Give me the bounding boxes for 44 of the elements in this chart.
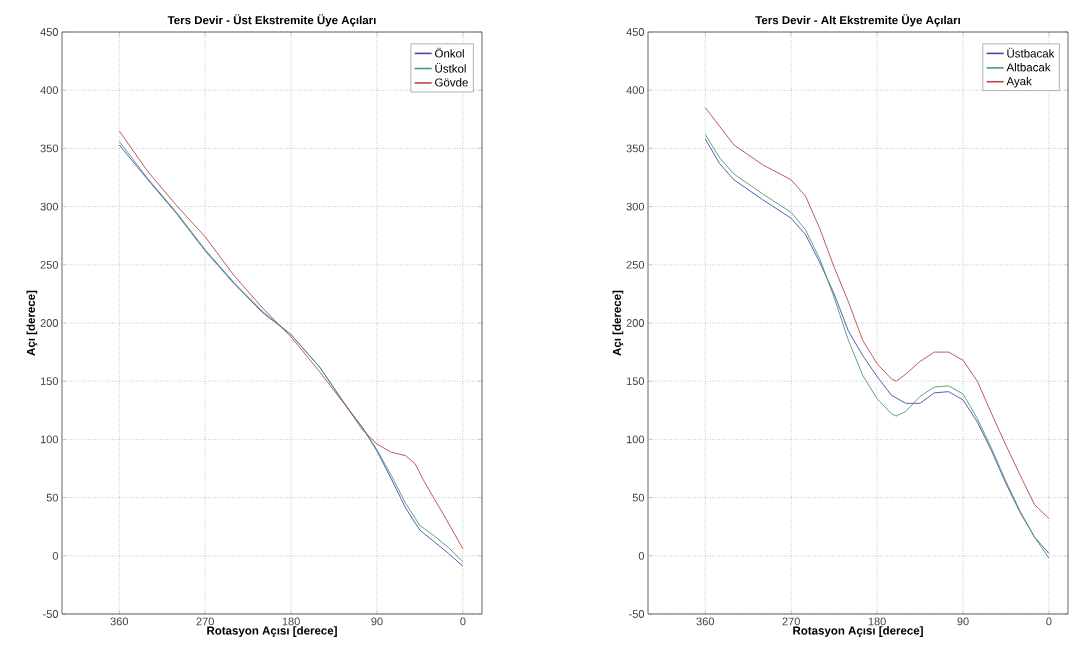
legend-label: Altbacak [1006,62,1051,72]
y-tick-label: 200 [40,319,59,327]
legend-label: Gövde [435,78,468,87]
y-tick-label: 0 [638,551,645,560]
y-tick-label: 400 [40,86,59,95]
y-axis-title: Açı [derece] [26,290,38,356]
x-tick-label: 0 [460,617,466,626]
x-tick-label: 360 [696,617,715,626]
y-tick-label: 200 [626,319,645,327]
legend-label: Üstkol [435,62,466,73]
x-tick-label: 180 [282,617,300,626]
y-tick-label: 400 [626,86,645,95]
x-tick-label: 270 [782,617,800,626]
y-tick-label: 50 [632,493,645,502]
x-axis-title: Rotasyon Açısı [derece] [207,626,337,637]
y-tick-label: 300 [626,202,645,211]
chart-title: Ters Devir - Alt Ekstremite Üye Açıları [755,14,960,27]
legend-label: Üstbacak [1007,47,1055,58]
y-tick-label: 350 [40,144,59,153]
legend-label: Ayak [1006,76,1032,88]
x-tick-label: 90 [957,617,969,626]
x-tick-label: 180 [868,617,886,626]
y-tick-label: 250 [626,260,645,269]
y-tick-label: -50 [629,610,645,618]
y-tick-label: 100 [40,435,59,444]
x-tick-label: 270 [196,617,214,626]
x-tick-label: 0 [1046,617,1052,626]
x-axis-title: Rotasyon Açısı [derece] [793,626,923,637]
y-tick-label: 150 [626,377,645,386]
x-tick-label: 360 [110,617,128,626]
y-tick-label: 150 [40,377,59,386]
y-axis-title: Açı [derece] [612,290,624,356]
y-tick-label: 250 [40,260,59,269]
x-tick-label: 90 [371,617,383,626]
y-tick-label: 450 [40,28,59,36]
chart-title: Ters Devir - Üst Ekstremite Üye Açıları [167,14,376,27]
y-tick-label: 350 [626,144,645,153]
y-tick-label: 300 [40,202,59,211]
legend-label: Önkol [435,47,464,58]
y-tick-label: 0 [52,551,59,560]
y-tick-label: 50 [46,493,59,502]
y-tick-label: -50 [43,610,59,618]
y-tick-label: 100 [626,435,645,444]
y-tick-label: 450 [626,28,645,36]
